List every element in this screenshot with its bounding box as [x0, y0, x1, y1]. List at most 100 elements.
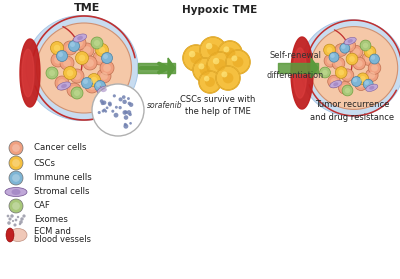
- Circle shape: [128, 102, 131, 105]
- Circle shape: [353, 57, 366, 70]
- Ellipse shape: [57, 82, 71, 90]
- Circle shape: [363, 79, 373, 89]
- Circle shape: [199, 71, 221, 93]
- Circle shape: [222, 73, 234, 83]
- Circle shape: [12, 220, 14, 222]
- Ellipse shape: [101, 88, 107, 92]
- Circle shape: [68, 40, 80, 52]
- Ellipse shape: [6, 228, 14, 242]
- Circle shape: [101, 101, 104, 105]
- Circle shape: [206, 43, 212, 49]
- Circle shape: [99, 47, 105, 53]
- Ellipse shape: [73, 34, 87, 42]
- Circle shape: [360, 76, 366, 82]
- Circle shape: [94, 40, 100, 46]
- Circle shape: [103, 54, 108, 59]
- Circle shape: [214, 59, 226, 71]
- Circle shape: [355, 78, 367, 90]
- Circle shape: [79, 55, 85, 61]
- Circle shape: [362, 53, 374, 65]
- Text: differentiation: differentiation: [266, 71, 324, 80]
- Circle shape: [371, 55, 375, 60]
- Circle shape: [54, 45, 60, 51]
- Circle shape: [7, 221, 11, 225]
- Circle shape: [118, 97, 123, 102]
- Text: CAF: CAF: [34, 201, 51, 210]
- Circle shape: [365, 56, 372, 62]
- Circle shape: [54, 56, 62, 64]
- Circle shape: [329, 52, 339, 62]
- Circle shape: [370, 54, 380, 64]
- Circle shape: [111, 110, 114, 113]
- Circle shape: [91, 77, 97, 83]
- Circle shape: [344, 72, 351, 79]
- Circle shape: [103, 64, 111, 72]
- Circle shape: [352, 76, 362, 86]
- Polygon shape: [168, 58, 175, 78]
- Circle shape: [66, 44, 74, 52]
- Circle shape: [96, 44, 108, 57]
- Circle shape: [338, 69, 344, 75]
- Circle shape: [356, 60, 363, 67]
- Circle shape: [341, 44, 346, 49]
- Circle shape: [368, 72, 375, 79]
- Circle shape: [19, 220, 23, 224]
- Circle shape: [338, 81, 351, 94]
- Circle shape: [200, 65, 210, 75]
- Circle shape: [183, 45, 209, 71]
- Circle shape: [60, 56, 74, 70]
- Circle shape: [100, 61, 114, 75]
- Circle shape: [96, 82, 101, 87]
- Circle shape: [98, 111, 101, 114]
- Circle shape: [346, 53, 358, 65]
- Circle shape: [82, 78, 92, 88]
- Circle shape: [233, 57, 243, 68]
- Circle shape: [10, 214, 14, 218]
- Polygon shape: [22, 49, 34, 97]
- Circle shape: [324, 54, 337, 67]
- Circle shape: [22, 214, 26, 218]
- Circle shape: [367, 49, 373, 55]
- Circle shape: [83, 56, 97, 70]
- Circle shape: [9, 156, 23, 170]
- Circle shape: [100, 99, 104, 103]
- Circle shape: [129, 102, 133, 107]
- Circle shape: [72, 36, 86, 50]
- Circle shape: [226, 50, 250, 74]
- Circle shape: [338, 47, 345, 54]
- Circle shape: [12, 144, 20, 152]
- Text: Immune cells: Immune cells: [34, 174, 92, 182]
- Circle shape: [340, 43, 350, 53]
- Ellipse shape: [366, 84, 378, 92]
- Circle shape: [63, 41, 77, 55]
- Ellipse shape: [9, 229, 27, 242]
- Circle shape: [189, 51, 195, 57]
- Circle shape: [73, 72, 81, 80]
- Ellipse shape: [330, 81, 342, 88]
- Circle shape: [70, 86, 78, 94]
- Circle shape: [327, 57, 334, 64]
- Circle shape: [200, 37, 226, 63]
- Text: sorafenib: sorafenib: [147, 102, 183, 110]
- Text: Tumor recurrence
and drug resistance: Tumor recurrence and drug resistance: [310, 100, 394, 121]
- Circle shape: [106, 107, 108, 109]
- Circle shape: [50, 42, 64, 54]
- Circle shape: [213, 58, 219, 64]
- Circle shape: [193, 58, 217, 82]
- Circle shape: [205, 77, 215, 87]
- Circle shape: [360, 40, 371, 51]
- Ellipse shape: [36, 23, 132, 113]
- Circle shape: [127, 97, 130, 100]
- Text: Stromal cells: Stromal cells: [34, 187, 90, 196]
- Circle shape: [349, 56, 355, 62]
- Circle shape: [343, 39, 356, 52]
- Polygon shape: [20, 39, 40, 107]
- Circle shape: [20, 217, 24, 221]
- Circle shape: [353, 78, 357, 82]
- Circle shape: [8, 217, 12, 221]
- Circle shape: [102, 109, 105, 112]
- Circle shape: [122, 110, 127, 115]
- Ellipse shape: [5, 187, 27, 196]
- Circle shape: [46, 67, 58, 79]
- Circle shape: [92, 84, 144, 136]
